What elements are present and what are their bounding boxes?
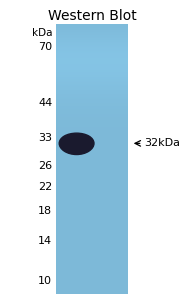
Text: 18: 18 [38,206,52,216]
Text: 70: 70 [38,42,52,52]
Text: Western Blot: Western Blot [48,9,137,23]
Text: 10: 10 [38,276,52,286]
Text: 32kDa: 32kDa [144,138,180,148]
Text: 14: 14 [38,236,52,246]
Text: 22: 22 [38,182,52,191]
Text: 26: 26 [38,161,52,171]
Text: 33: 33 [38,133,52,143]
Text: 44: 44 [38,98,52,108]
Text: kDa: kDa [32,28,52,38]
Ellipse shape [59,133,94,154]
